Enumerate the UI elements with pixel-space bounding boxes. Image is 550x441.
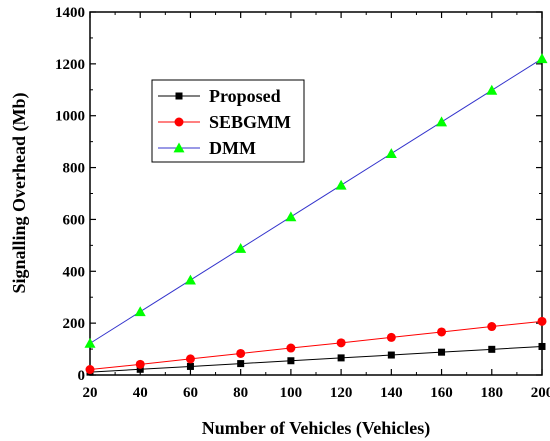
data-point-proposed [488, 345, 496, 353]
axis-ticks [89, 11, 543, 376]
series-markers [84, 53, 548, 376]
y-tick-label: 800 [63, 161, 86, 177]
data-point-sebgmm [185, 354, 195, 364]
data-point-sebgmm [537, 316, 547, 326]
data-point-sebgmm [286, 343, 296, 353]
legend-label-dmm: DMM [209, 138, 256, 158]
x-tick-label: 40 [133, 385, 148, 401]
x-tick-label: 180 [481, 385, 504, 401]
data-point-proposed [237, 360, 245, 368]
series-line-dmm [89, 58, 543, 344]
legend-label-proposed: Proposed [209, 86, 281, 106]
data-point-sebgmm [386, 332, 396, 342]
data-point-proposed [287, 357, 295, 365]
legend-marker-sebgmm [174, 117, 184, 127]
x-axis-title: Number of Vehicles (Vehicles) [202, 418, 431, 439]
data-point-sebgmm [135, 359, 145, 369]
plot-frame [89, 11, 543, 376]
data-point-sebgmm [336, 338, 346, 348]
data-point-dmm [385, 148, 397, 158]
data-point-dmm [134, 306, 146, 317]
data-point-dmm [335, 179, 347, 190]
y-tick-label: 600 [63, 212, 86, 228]
tick-labels: 20 40 60 80 100 120 140 160 180 200 0 200 400 600 800 1… [55, 5, 550, 401]
data-point-sebgmm [437, 327, 447, 337]
data-point-proposed [438, 348, 446, 356]
data-point-proposed [186, 362, 194, 370]
legend-marker-proposed [175, 92, 183, 100]
data-point-sebgmm [236, 348, 246, 358]
series-lines [89, 58, 543, 373]
data-point-dmm [184, 274, 196, 285]
x-tick-label: 20 [83, 385, 98, 401]
y-tick-label: 200 [63, 316, 86, 332]
legend-marker-dmm [173, 142, 185, 153]
data-point-dmm [436, 116, 448, 127]
x-tick-label: 200 [531, 385, 550, 401]
y-tick-label: 1200 [55, 57, 85, 73]
data-point-dmm [536, 53, 548, 64]
x-tick-label: 160 [430, 385, 453, 401]
data-point-dmm [235, 242, 247, 253]
x-tick-label: 60 [183, 385, 198, 401]
x-tick-label: 140 [380, 385, 403, 401]
data-point-dmm [486, 84, 498, 95]
x-tick-label: 80 [233, 385, 248, 401]
y-axis-title: Signalling Overhead (Mb) [9, 92, 30, 293]
y-tick-label: 1000 [55, 109, 85, 125]
series-line-sebgmm [89, 320, 543, 371]
data-point-dmm [84, 337, 96, 348]
legend: Proposed SEBGMM DMM [151, 79, 305, 163]
data-point-dmm [285, 211, 297, 222]
x-tick-label: 100 [280, 385, 303, 401]
series-line-proposed [89, 345, 543, 373]
y-tick-label: 1400 [55, 5, 85, 21]
data-point-proposed [136, 365, 144, 373]
x-tick-label: 120 [330, 385, 353, 401]
data-point-sebgmm [85, 365, 95, 375]
data-point-proposed [387, 351, 395, 359]
legend-label-sebgmm: SEBGMM [209, 112, 291, 132]
data-point-proposed [337, 354, 345, 362]
y-tick-label: 0 [78, 368, 86, 384]
y-tick-label: 400 [63, 264, 86, 280]
data-point-sebgmm [487, 322, 497, 332]
data-point-proposed [538, 342, 546, 350]
